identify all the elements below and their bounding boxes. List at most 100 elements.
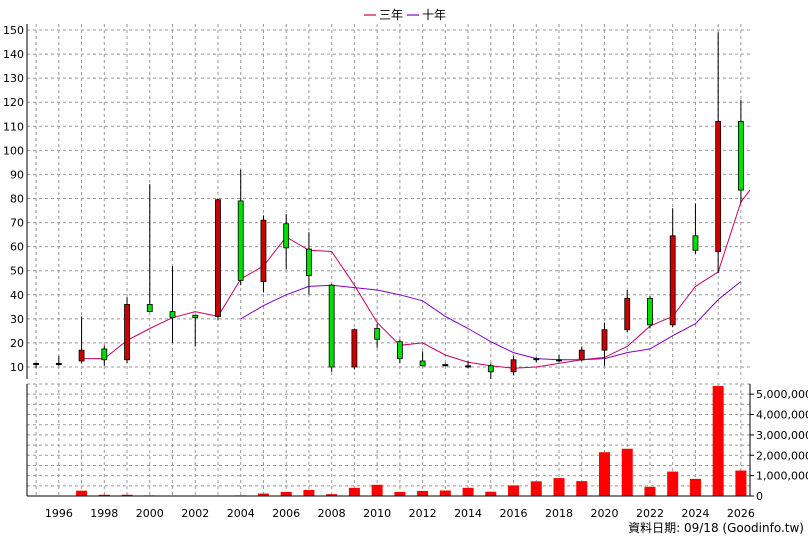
year-tick-label: 2012	[409, 507, 437, 520]
year-tick-label: 2000	[136, 507, 164, 520]
candle-body	[101, 348, 108, 361]
price-tick-label: 130	[3, 72, 24, 85]
axes	[26, 24, 751, 497]
ma-10y-line	[240, 281, 742, 361]
volume-bar	[348, 487, 360, 496]
candle-body	[237, 200, 244, 281]
candle-body	[328, 284, 335, 368]
volume-bar	[689, 478, 701, 496]
year-tick-label: 2014	[454, 507, 482, 520]
volume-bar	[598, 452, 610, 496]
volume-tick-label: 3,000,000	[756, 429, 808, 442]
volume-tick-label: 4,000,000	[756, 409, 808, 422]
data-date-footer: 資料日期: 09/18 (Goodinfo.tw)	[628, 521, 804, 535]
volume-tick-label: 1,000,000	[756, 470, 808, 483]
volume-bar	[462, 487, 474, 496]
volume-bar	[621, 448, 633, 496]
candle-body	[647, 297, 653, 326]
year-tick-label: 2020	[590, 507, 618, 520]
volume-bar	[553, 478, 565, 496]
price-tick-label: 80	[10, 193, 24, 206]
candle-body	[578, 349, 585, 361]
candle-body	[192, 314, 199, 319]
year-tick-label: 2004	[227, 507, 255, 520]
volume-bar	[417, 490, 429, 496]
candlesticks	[33, 32, 744, 380]
volume-tick-label: 5,000,000	[756, 388, 808, 401]
price-tick-label: 110	[3, 120, 24, 133]
candle-body	[374, 328, 381, 340]
price-tick-label: 40	[10, 289, 24, 302]
volume-bar	[371, 484, 383, 496]
chart-legend: 三年 十年	[364, 8, 446, 22]
volume-bar	[712, 386, 724, 496]
volume-tick-label: 0	[756, 490, 763, 503]
price-tick-label: 120	[3, 96, 24, 109]
volume-bar	[76, 490, 88, 496]
candle-body	[124, 304, 130, 361]
year-tick-label: 2016	[500, 507, 528, 520]
candle-body	[351, 329, 358, 368]
price-tick-label: 30	[10, 313, 24, 326]
volume-bar	[121, 494, 133, 496]
year-tick-label: 2010	[363, 507, 391, 520]
year-tick-label: 2002	[181, 507, 209, 520]
legend-label-10y: 十年	[422, 8, 446, 22]
volume-bar	[257, 493, 269, 496]
volume-bar	[394, 491, 406, 496]
year-tick-label: 2018	[545, 507, 573, 520]
candle-body	[146, 304, 153, 313]
legend-label-3y: 三年	[379, 8, 403, 22]
candle-body	[692, 235, 699, 251]
year-tick-label: 2024	[681, 507, 709, 520]
year-tick-label: 2006	[272, 507, 300, 520]
candle-body	[601, 329, 608, 351]
candle-body	[715, 121, 722, 252]
candle-body	[533, 358, 540, 361]
volume-panel-grid	[27, 383, 750, 496]
year-tick-label: 1998	[90, 507, 118, 520]
candle-body	[465, 365, 471, 368]
candle-body	[738, 121, 744, 191]
candle-body	[396, 341, 403, 359]
candle-body	[33, 362, 39, 365]
year-tick-label: 2026	[727, 507, 755, 520]
year-tick-label: 2022	[636, 507, 664, 520]
price-tick-label: 60	[10, 241, 24, 254]
volume-bar	[735, 470, 747, 496]
price-tick-label: 70	[10, 217, 24, 230]
volume-bar	[326, 494, 338, 496]
price-tick-label: 140	[3, 48, 24, 61]
price-tick-label: 10	[10, 361, 24, 374]
price-panel-grid	[27, 24, 750, 379]
candle-body	[556, 359, 562, 362]
candle-body	[78, 349, 85, 362]
candle-body	[487, 365, 494, 373]
volume-bar	[98, 494, 110, 496]
price-tick-label: 100	[3, 144, 24, 157]
volume-bars	[30, 386, 747, 497]
candle-body	[419, 360, 426, 367]
volume-tick-label: 2,000,000	[756, 449, 808, 462]
price-tick-label: 20	[10, 337, 24, 350]
volume-bar	[280, 491, 292, 496]
price-tick-label: 150	[3, 24, 24, 37]
candle-body	[442, 364, 449, 367]
candle-body	[669, 235, 676, 326]
volume-bar	[576, 481, 588, 496]
volume-axis-labels: 0 1,000,000 2,000,000 3,000,000 4,000,000 5,0…	[750, 388, 808, 503]
year-tick-label: 2008	[318, 507, 346, 520]
candle-body	[306, 248, 312, 276]
price-axis-labels: 10 20 30 40 50 60 70 80 90 100 110 120 130 140 150	[3, 24, 24, 374]
candle-body	[283, 223, 290, 249]
candle-body	[169, 311, 176, 319]
candle-body	[215, 199, 221, 317]
price-tick-label: 90	[10, 168, 24, 181]
price-tick-label: 50	[10, 265, 24, 278]
candle-body	[510, 359, 517, 373]
year-axis-labels: 1996 1998 2000 2002 2004 2006 2008 2010 2012 2014…	[45, 507, 755, 520]
volume-bar	[667, 471, 679, 496]
volume-bar	[644, 486, 656, 496]
